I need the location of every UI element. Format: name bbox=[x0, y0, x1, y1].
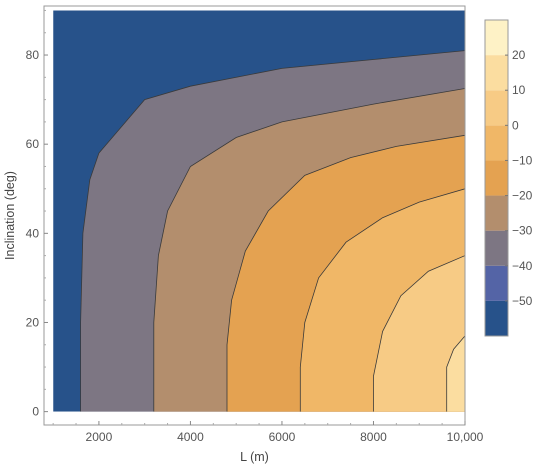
y-tick-label: 0 bbox=[32, 405, 39, 419]
x-tick-label: 8000 bbox=[360, 430, 387, 444]
y-tick-label: 80 bbox=[26, 48, 40, 62]
x-tick-label: 10,000 bbox=[447, 430, 484, 444]
colorbar-legend: 20 10 0 −10 −20 −30 −40 −50 bbox=[484, 19, 533, 337]
colorbar-tick-label: 10 bbox=[512, 83, 526, 97]
y-tick-label: 20 bbox=[26, 315, 40, 329]
colorbar-tick-label: −20 bbox=[512, 189, 533, 203]
contour-band bbox=[373, 255, 466, 412]
x-axis-title: L (m) bbox=[240, 450, 269, 464]
x-tick-label: 4000 bbox=[177, 430, 204, 444]
y-axis-title: Inclination (deg) bbox=[3, 171, 17, 260]
contour-line bbox=[446, 335, 466, 412]
x-axis: 2000 4000 6000 8000 10,000 bbox=[52, 421, 484, 444]
colorbar-tick-label: 20 bbox=[512, 48, 526, 62]
colorbar-swatch bbox=[485, 20, 508, 56]
colorbar-swatch bbox=[485, 265, 508, 301]
colorbar-swatch bbox=[485, 90, 508, 126]
x-tick-label: 2000 bbox=[86, 430, 113, 444]
colorbar-swatch bbox=[485, 195, 508, 231]
y-tick-label: 60 bbox=[26, 137, 40, 151]
contour-line bbox=[226, 134, 466, 412]
colorbar-tick-label: −10 bbox=[512, 153, 533, 167]
colorbar-tick-label: −30 bbox=[512, 224, 533, 238]
colorbar-swatch bbox=[485, 125, 508, 161]
plot-region bbox=[53, 10, 466, 412]
colorbar-tick-label: 0 bbox=[512, 118, 519, 132]
x-tick-label: 6000 bbox=[269, 430, 296, 444]
y-axis: 0 20 40 60 80 bbox=[26, 9, 48, 419]
contour-line bbox=[80, 50, 466, 412]
plot-frame bbox=[43, 5, 466, 426]
colorbar-tick-label: −50 bbox=[512, 294, 533, 308]
colorbar-swatch bbox=[485, 160, 508, 196]
contour-line bbox=[373, 255, 466, 412]
contour-band bbox=[446, 335, 466, 412]
contour-line bbox=[299, 188, 466, 412]
contour-line bbox=[153, 88, 466, 412]
colorbar-swatch bbox=[485, 230, 508, 266]
colorbar-tick-label: −40 bbox=[512, 259, 533, 273]
colorbar-swatch bbox=[485, 300, 508, 336]
y-tick-label: 40 bbox=[26, 226, 40, 240]
colorbar-frame bbox=[484, 19, 509, 337]
colorbar-swatch bbox=[485, 55, 508, 91]
